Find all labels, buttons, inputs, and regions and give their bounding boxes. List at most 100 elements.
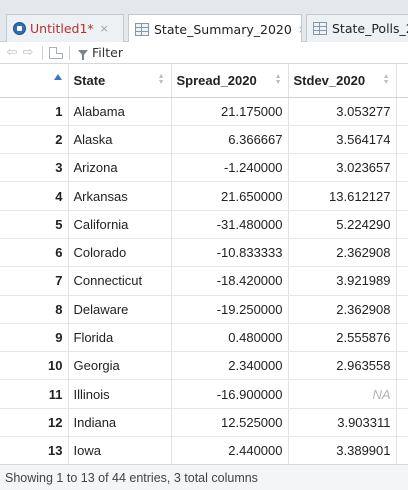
data-grid-icon [313,22,327,35]
sort-icon: ▲ ▼ [274,73,282,86]
filter-label: Filter [92,45,123,60]
column-header-state[interactable]: State ▲ ▼ [68,64,172,98]
state-cell: Indiana [68,408,172,438]
row-filler [396,323,408,353]
stdev-cell: 13.612127 [288,181,397,211]
close-icon[interactable]: × [298,23,301,36]
spread-cell: -16.900000 [171,379,289,409]
tab-state-summary-2020[interactable]: State_Summary_2020 × [128,14,302,43]
row-index-cell: 3 [0,153,69,183]
row-index-cell: 13 [0,436,69,466]
row-filler [396,351,408,381]
row-filler [396,181,408,211]
stdev-cell: 2.362908 [288,238,397,268]
spread-cell: -10.833333 [171,238,289,268]
row-filler [396,97,408,126]
row-filler [396,238,408,268]
stdev-cell: 3.023657 [288,153,397,183]
row-index-cell: 4 [0,181,69,211]
table-row[interactable]: 7 Connecticut -18.420000 3.921989 [0,266,408,296]
table-row[interactable]: 3 Arizona -1.240000 3.023657 [0,153,408,183]
row-filler [396,266,408,296]
tab-label: State_Summary_2020 [154,21,292,37]
spread-cell: 6.366667 [171,125,289,155]
toolbar-divider [69,45,70,60]
data-viewer-toolbar: ⇦ ⇨ Filter [0,42,408,64]
spread-cell: 21.175000 [171,97,289,126]
editor-tab-bar: Untitled1* × State_Summary_2020 × State_… [0,0,408,43]
r-script-icon [13,22,26,35]
table-row[interactable]: 12 Indiana 12.525000 3.903311 [0,408,408,438]
row-filler [396,210,408,239]
stdev-cell: 3.053277 [288,97,397,126]
spread-cell: 2.440000 [171,436,289,466]
tab-state-polls[interactable]: State_Polls_2 [306,14,408,42]
table-row[interactable]: 2 Alaska 6.366667 3.564174 [0,125,408,155]
spread-cell: -1.240000 [171,153,289,183]
forward-arrow-icon[interactable]: ⇨ [22,45,34,60]
table-header-row: State ▲ ▼ Spread_2020 ▲ ▼ Stdev_2020 ▲ ▼ [0,64,408,98]
filter-button[interactable]: Filter [78,45,123,60]
stdev-cell: 3.389901 [288,436,397,466]
entries-status-text: Showing 1 to 13 of 44 entries, 3 total c… [5,470,258,485]
state-cell: Illinois [68,379,172,409]
row-index-cell: 5 [0,210,69,239]
sort-icon: ▲ ▼ [382,73,390,86]
row-index-cell: 9 [0,323,69,353]
spread-cell: -19.250000 [171,295,289,324]
row-index-header[interactable] [0,64,69,98]
table-row[interactable]: 9 Florida 0.480000 2.555876 [0,323,408,353]
row-index-cell: 11 [0,379,69,409]
state-cell: Alabama [68,97,172,126]
data-grid-icon [135,22,149,36]
table-row[interactable]: 13 Iowa 2.440000 3.389901 [0,436,408,466]
state-cell: Colorado [68,238,172,268]
back-arrow-icon[interactable]: ⇦ [6,45,18,60]
column-header-spread-2020[interactable]: Spread_2020 ▲ ▼ [171,64,289,98]
row-filler [396,125,408,155]
toolbar-divider [42,45,43,60]
stdev-cell: 2.362908 [288,295,397,324]
table-row[interactable]: 10 Georgia 2.340000 2.963558 [0,351,408,381]
close-icon[interactable]: × [99,22,109,35]
row-filler [396,379,408,409]
state-cell: California [68,210,172,239]
data-table: State ▲ ▼ Spread_2020 ▲ ▼ Stdev_2020 ▲ ▼ 1 Alab… [0,64,408,466]
spread-cell: 2.340000 [171,351,289,381]
state-cell: Connecticut [68,266,172,296]
table-row[interactable]: 5 California -31.480000 5.224290 [0,210,408,239]
row-index-cell: 7 [0,266,69,296]
state-cell: Delaware [68,295,172,324]
state-cell: Georgia [68,351,172,381]
row-index-cell: 12 [0,408,69,438]
spread-cell: -31.480000 [171,210,289,239]
state-cell: Arkansas [68,181,172,211]
state-cell: Alaska [68,125,172,155]
row-index-cell: 6 [0,238,69,268]
row-filler [396,295,408,324]
state-cell: Iowa [68,436,172,466]
table-row[interactable]: 11 Illinois -16.900000 NA [0,379,408,409]
state-cell: Florida [68,323,172,353]
spread-cell: -18.420000 [171,266,289,296]
table-row[interactable]: 6 Colorado -10.833333 2.362908 [0,238,408,268]
table-row[interactable]: 4 Arkansas 21.650000 13.612127 [0,181,408,211]
table-row[interactable]: 8 Delaware -19.250000 2.362908 [0,295,408,324]
column-header-stdev-2020[interactable]: Stdev_2020 ▲ ▼ [288,64,397,98]
row-filler [396,436,408,466]
tab-label: State_Polls_2 [332,21,408,36]
stdev-cell: 3.903311 [288,408,397,438]
stdev-cell: 3.921989 [288,266,397,296]
sort-ascending-icon [53,74,62,80]
tab-label: Untitled1* [30,21,94,36]
table-status-bar: Showing 1 to 13 of 44 entries, 3 total c… [0,464,408,490]
row-index-cell: 10 [0,351,69,381]
table-row[interactable]: 1 Alabama 21.175000 3.053277 [0,97,408,126]
popout-window-icon[interactable] [49,46,63,59]
row-index-cell: 8 [0,295,69,324]
stdev-cell: 5.224290 [288,210,397,239]
tab-untitled1[interactable]: Untitled1* × [6,14,124,42]
stdev-cell: NA [288,379,397,409]
state-cell: Arizona [68,153,172,183]
spread-cell: 21.650000 [171,181,289,211]
